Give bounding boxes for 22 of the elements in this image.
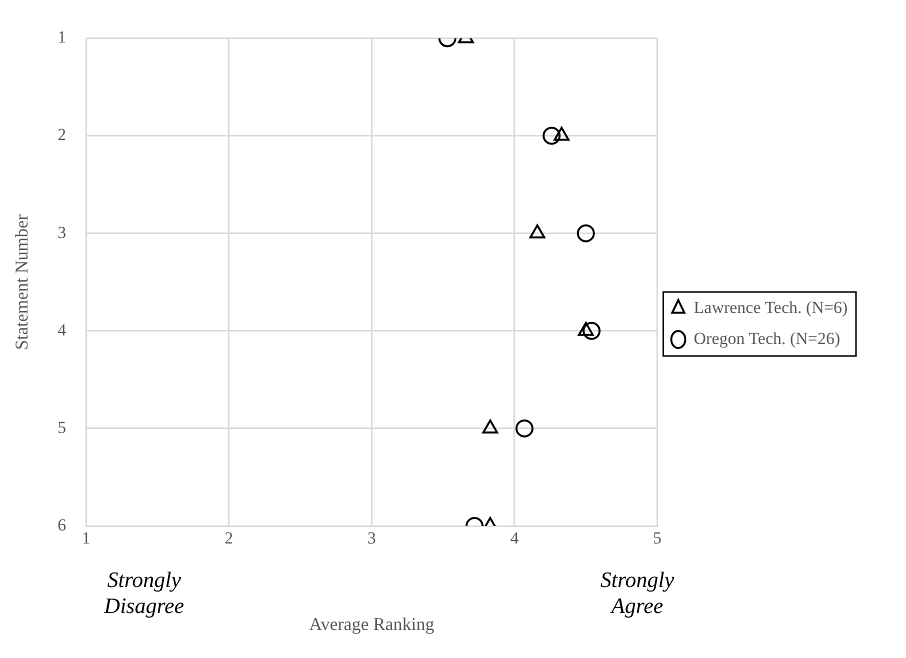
y-tick-label: 4 (58, 320, 67, 340)
y-tick-label: 6 (58, 515, 66, 534)
x-tick-label: 3 (367, 528, 376, 548)
point (542, 126, 561, 145)
text: Strongly Disagree (103, 566, 184, 618)
y-tick-label: 1 (58, 28, 66, 47)
point (482, 419, 498, 434)
point (578, 322, 594, 336)
point (576, 224, 595, 242)
point (582, 322, 601, 340)
y-tick-label: 2 (58, 125, 66, 144)
y-axis-title: Statement Number (12, 214, 32, 350)
legend-label: Lawrence Tech. (N=6) (694, 298, 848, 317)
y-tick-label: 5 (58, 418, 66, 437)
legend-label: Oregon Tech. (N=26) (694, 328, 840, 348)
text: Strongly Agree (600, 566, 674, 618)
x-axis-title: Average Ranking (309, 614, 434, 634)
x-tick-label: 4 (510, 528, 520, 548)
x-tick-label: 2 (224, 528, 234, 548)
y-tick-label: 3 (58, 222, 66, 242)
x-tick-label: 5 (653, 528, 662, 548)
x-tick-label: 1 (82, 528, 90, 548)
